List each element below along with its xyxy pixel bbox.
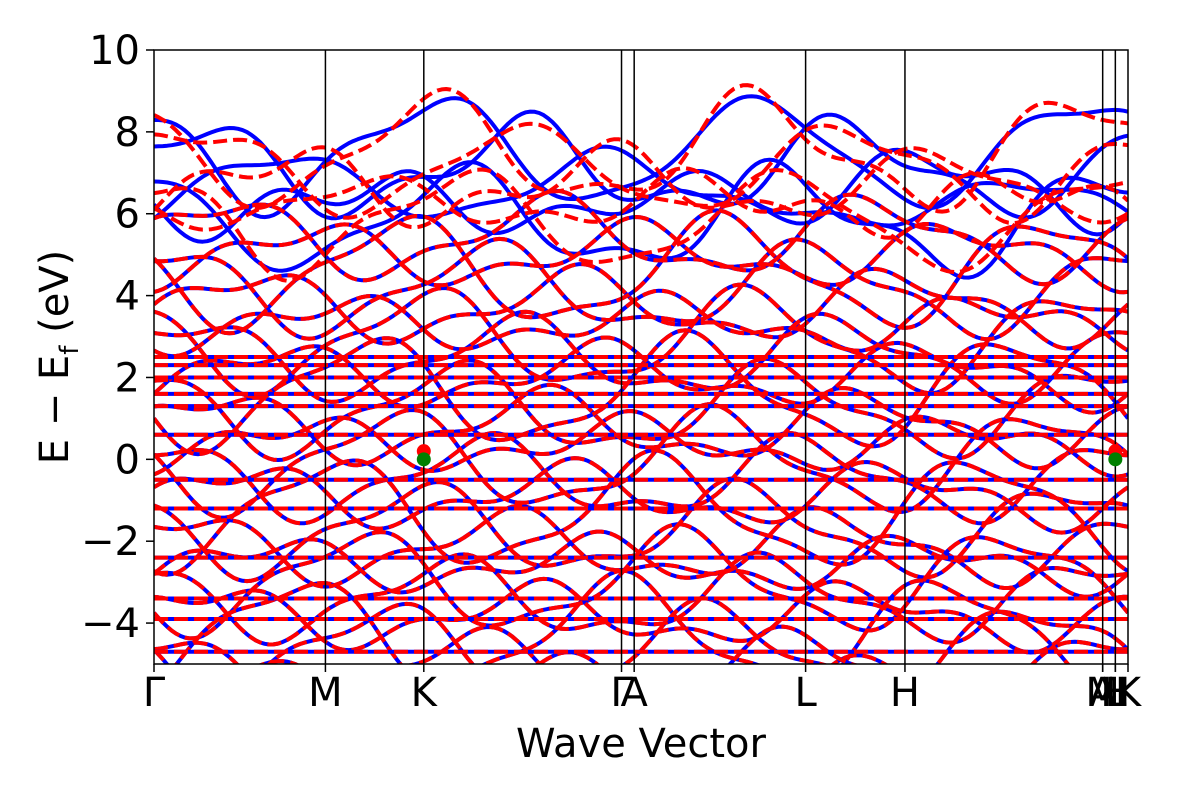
x-tick-label: L — [794, 670, 817, 716]
x-tick-label: A — [620, 670, 648, 716]
band-line — [154, 188, 1128, 287]
x-tick-label: A — [1089, 670, 1117, 716]
y-tick-label: 10 — [89, 28, 140, 74]
band-line — [154, 121, 1128, 226]
band-line — [154, 431, 1128, 526]
band-line — [154, 596, 1128, 664]
band-line — [154, 448, 1128, 577]
x-tick-label: M — [308, 670, 343, 716]
band-line — [154, 83, 1128, 214]
band-line — [154, 522, 1128, 641]
y-tick-label: −4 — [81, 601, 140, 647]
x-tick-label: K — [411, 670, 439, 716]
band-line — [154, 456, 1128, 535]
y-tick-label: 8 — [115, 110, 140, 156]
band-line — [154, 236, 1128, 342]
band-line — [154, 576, 1128, 655]
y-ticks: 10 8 6 4 2 0 −2 −4 — [81, 28, 154, 647]
x-tick-label: K — [1115, 670, 1143, 716]
y-axis-label-main: E − E — [32, 355, 78, 465]
band-line — [154, 137, 1128, 230]
band-line — [154, 503, 1128, 590]
x-tick-label: H — [1100, 670, 1130, 716]
extremum-marker — [416, 452, 431, 467]
x-tick-label: M — [1085, 670, 1120, 716]
band-line — [154, 167, 1128, 283]
extremum-marker — [1108, 452, 1123, 467]
y-tick-label: 6 — [115, 192, 140, 238]
bands-layer — [154, 83, 1128, 664]
y-tick-label: 0 — [115, 437, 140, 483]
band-line — [154, 109, 1128, 221]
x-tick-label: Γ — [143, 670, 166, 716]
band-line — [154, 262, 1128, 351]
band-line — [154, 402, 1128, 520]
band-line — [154, 215, 1128, 295]
y-tick-label: 4 — [115, 274, 140, 320]
plot-frame — [153, 49, 1129, 665]
y-axis-label: E − Ef (eV) — [32, 250, 85, 465]
band-line — [154, 356, 1128, 462]
band-line — [154, 476, 1128, 584]
y-tick-label: −2 — [81, 519, 140, 565]
y-axis-label-sub: f — [55, 345, 85, 355]
x-tick-label: H — [890, 670, 920, 716]
x-tick-label: Γ — [610, 670, 633, 716]
band-line — [154, 288, 1128, 359]
band-line — [154, 282, 1128, 399]
x-axis-label: Wave Vector — [516, 721, 767, 767]
band-line — [154, 550, 1128, 647]
band-line — [154, 382, 1128, 471]
kpoint-lines — [324, 50, 1117, 664]
y-axis-label-unit: (eV) — [32, 250, 78, 346]
band-line — [154, 309, 1128, 406]
band-line — [154, 529, 1128, 599]
extrema-markers — [416, 444, 1123, 467]
x-tick-label: L — [1104, 670, 1127, 716]
y-tick-label: 2 — [115, 355, 140, 401]
